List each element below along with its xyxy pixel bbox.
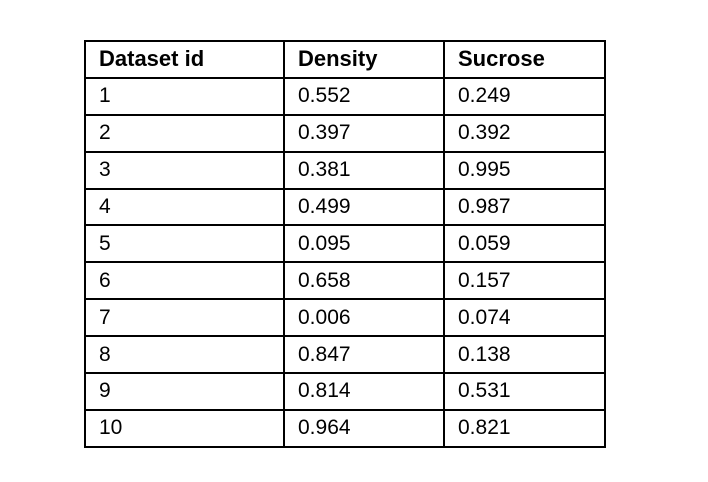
table-cell: 0.138: [443, 335, 606, 375]
table-cell: 0.249: [443, 76, 606, 116]
table-cell: 5: [84, 224, 285, 264]
column-header-sucrose: Sucrose: [443, 40, 606, 79]
dataset-table: Dataset id Density Sucrose 1 0.552 0.249 2 0…: [84, 40, 606, 448]
table-cell: 0.814: [283, 372, 445, 411]
table-cell: 0.381: [283, 150, 445, 190]
table-cell: 0.964: [283, 408, 445, 448]
table-row: 10 0.964 0.821: [84, 408, 606, 448]
column-header-density: Density: [283, 40, 445, 79]
table-row: 6 0.658 0.157: [84, 261, 606, 301]
table-cell: 10: [84, 408, 285, 448]
table-cell: 0.847: [283, 335, 445, 375]
table-cell: 8: [84, 335, 285, 375]
table-row: 5 0.095 0.059: [84, 224, 606, 264]
table-row: 8 0.847 0.138: [84, 335, 606, 375]
table-cell: 0.095: [283, 224, 445, 264]
table-cell: 0.074: [443, 298, 606, 338]
table-cell: 0.006: [283, 298, 445, 338]
table-cell: 0.499: [283, 187, 445, 227]
table-row: 7 0.006 0.074: [84, 298, 606, 338]
table-row: 4 0.499 0.987: [84, 187, 606, 227]
table-cell: 4: [84, 187, 285, 227]
table-cell: 0.059: [443, 224, 606, 264]
table-cell: 0.658: [283, 261, 445, 301]
table-cell: 0.552: [283, 76, 445, 116]
table-cell: 0.397: [283, 113, 445, 153]
table-cell: 6: [84, 261, 285, 301]
table-cell: 2: [84, 113, 285, 153]
table-cell: 0.157: [443, 261, 606, 301]
table-row: 3 0.381 0.995: [84, 150, 606, 190]
table-cell: 0.821: [443, 408, 606, 448]
table-cell: 7: [84, 298, 285, 338]
table-body: 1 0.552 0.249 2 0.397 0.392 3 0.381 0.995 4 0.499 0…: [84, 76, 606, 448]
table-cell: 0.995: [443, 150, 606, 190]
table-row: 9 0.814 0.531: [84, 372, 606, 411]
table-cell: 3: [84, 150, 285, 190]
table-row: 1 0.552 0.249: [84, 76, 606, 116]
table-cell: 9: [84, 372, 285, 411]
header-row: Dataset id Density Sucrose: [84, 40, 606, 79]
table-cell: 0.392: [443, 113, 606, 153]
table-cell: 0.987: [443, 187, 606, 227]
table-cell: 1: [84, 76, 285, 116]
column-header-dataset-id: Dataset id: [84, 40, 285, 79]
table-cell: 0.531: [443, 372, 606, 411]
table-row: 2 0.397 0.392: [84, 113, 606, 153]
